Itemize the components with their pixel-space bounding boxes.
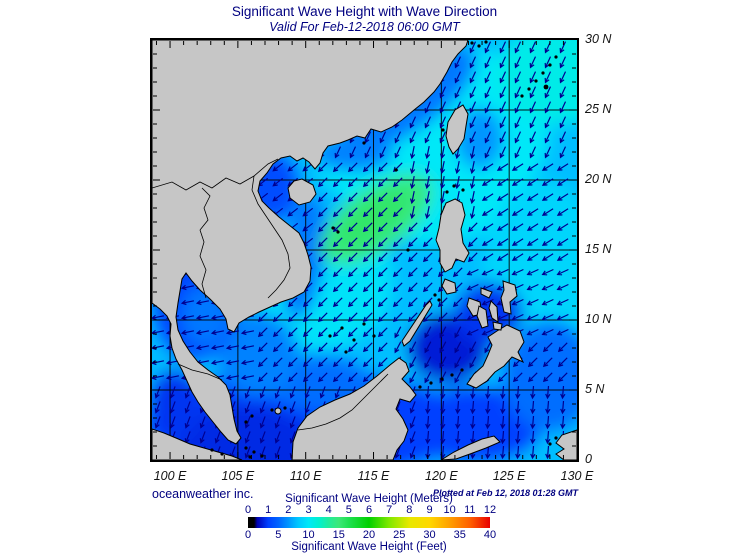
y-axis-label: 15 N (585, 242, 612, 256)
legend-meters-tick: 0 (244, 504, 252, 516)
y-axis-label: 0 (585, 452, 592, 466)
legend-meters-tick: 2 (285, 504, 292, 516)
page-title: Significant Wave Height with Wave Direct… (231, 4, 498, 19)
legend-meters-tick: 1 (265, 504, 272, 516)
x-axis-label: 110 E (289, 469, 322, 483)
legend-feet-tick: 20 (362, 529, 376, 541)
legend-meters-tick: 3 (305, 504, 312, 516)
valid-time-subtitle: Valid For Feb-12-2018 06:00 GMT (269, 20, 460, 34)
colorbar (248, 517, 490, 528)
legend-feet-tick: 25 (393, 529, 406, 541)
legend-feet-tick: 30 (423, 529, 436, 541)
x-axis-label: 130 E (560, 469, 594, 483)
x-axis-label: 105 E (221, 469, 255, 483)
legend-meters-tick: 5 (345, 504, 352, 516)
legend-meters-tick: 10 (443, 504, 456, 516)
x-axis-label: 100 E (153, 469, 187, 483)
legend-feet-tick: 5 (275, 529, 282, 541)
y-axis-label: 5 N (585, 382, 605, 396)
legend-title-feet: Significant Wave Height (Feet) (291, 541, 447, 553)
y-axis-label: 20 N (585, 172, 612, 186)
x-axis-label: 125 E (492, 469, 526, 483)
legend-feet-tick: 10 (302, 529, 315, 541)
y-axis-label: 10 N (585, 312, 612, 326)
legend-meters-tick: 7 (386, 504, 393, 516)
legend-feet-tick: 35 (453, 529, 466, 541)
legend-feet-tick: 40 (483, 529, 497, 541)
land-layer (152, 40, 577, 460)
legend-meters-tick: 9 (426, 504, 433, 516)
legend-meters-tick: 6 (365, 504, 373, 516)
y-axis-label: 25 N (585, 102, 612, 116)
x-axis-label: 120 E (425, 469, 458, 483)
frame-ticks (153, 41, 576, 459)
x-axis-label: 115 E (357, 469, 390, 483)
map-panel (150, 38, 579, 462)
credit-text: oceanweather inc. (152, 487, 254, 501)
plotted-timestamp: Plotted at Feb 12, 2018 01:28 GMT (432, 488, 578, 498)
y-axis-label: 30 N (585, 32, 612, 46)
legend-meters-tick: 4 (325, 504, 332, 516)
legend-feet-tick: 15 (332, 529, 345, 541)
legend-meters-tick: 8 (406, 504, 413, 516)
legend-feet-tick: 0 (244, 529, 252, 541)
legend-meters-tick: 11 (464, 504, 476, 516)
legend-title-meters: Significant Wave Height (Meters) (285, 493, 453, 505)
legend-meters-tick: 12 (483, 504, 497, 516)
map-canvas (152, 40, 577, 460)
